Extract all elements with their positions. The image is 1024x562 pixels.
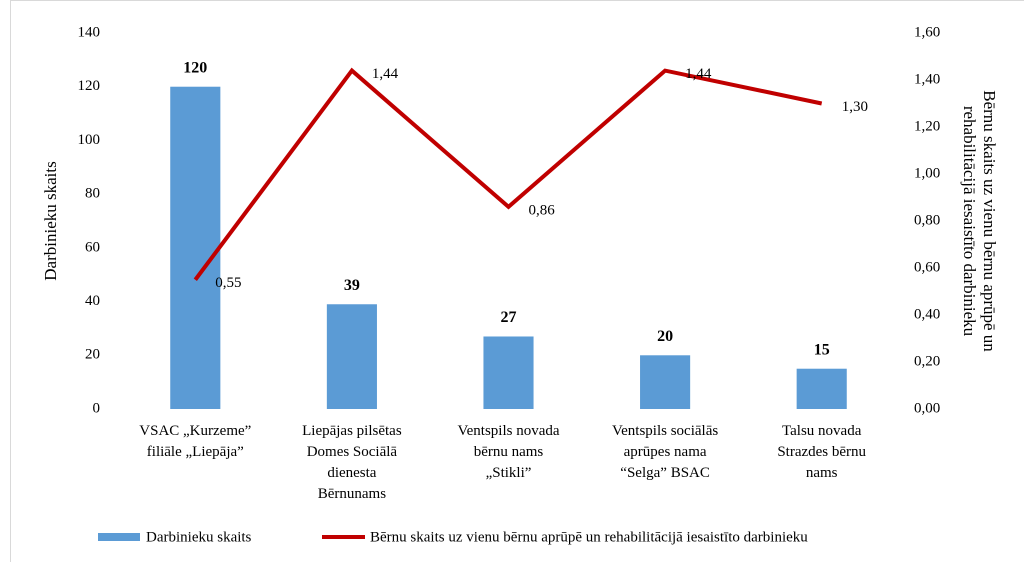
bar bbox=[640, 355, 691, 409]
y2-tick-label: 1,20 bbox=[914, 118, 940, 134]
line bbox=[193, 67, 823, 281]
y2-axis-title-line: rehabilitācijā iesaistīto darbinieku bbox=[960, 106, 979, 337]
y2-tick-label: 0,00 bbox=[914, 400, 940, 416]
y2-axis-title: Bērnu skaits uz vienu bērnu aprūpē unreh… bbox=[960, 90, 999, 352]
legend-label: Bērnu skaits uz vienu bērnu aprūpē un re… bbox=[370, 529, 808, 545]
line-value-label: 1,30 bbox=[842, 99, 868, 115]
y2-tick-label: 0,60 bbox=[914, 259, 940, 275]
chart-frame bbox=[10, 0, 1024, 562]
x-tick-label-line: dienesta bbox=[327, 465, 376, 481]
x-tick-label: VSAC „Kurzeme” filiāle „Liepāja” bbox=[139, 423, 251, 460]
bar-value-label: 20 bbox=[657, 328, 673, 345]
bar bbox=[326, 304, 377, 409]
x-tick-label-line: VSAC „Kurzeme” bbox=[139, 423, 251, 439]
y2-tick-label: 0,20 bbox=[914, 353, 940, 369]
x-tick-label-line: Talsu novada bbox=[782, 423, 862, 439]
x-tick-label: Liepājas pilsētas Domes Sociālā dienesta Bē… bbox=[302, 423, 402, 502]
y-tick-label: 20 bbox=[85, 347, 100, 363]
line-value-label: 1,44 bbox=[685, 66, 712, 82]
y2-tick-label: 0,40 bbox=[914, 306, 940, 322]
x-tick-label-line: “Selga” BSAC bbox=[620, 465, 710, 481]
y2-tick-label: 1,40 bbox=[914, 71, 940, 87]
x-tick-label-line: Bērnunams bbox=[318, 486, 386, 502]
y2-tick-label: 1,60 bbox=[914, 24, 940, 40]
bar bbox=[170, 86, 221, 409]
x-tick-label-line: „Stikli” bbox=[486, 465, 532, 481]
y-tick-label: 140 bbox=[78, 24, 101, 40]
y-tick-label: 120 bbox=[78, 78, 101, 94]
legend-swatch bbox=[98, 533, 140, 541]
x-tick-label-line: Ventspils sociālās bbox=[612, 423, 718, 439]
x-tick-label-line: Ventspils novada bbox=[457, 423, 559, 439]
legend-label: Darbinieku skaits bbox=[146, 529, 252, 545]
x-tick-label-line: Liepājas pilsētas bbox=[302, 423, 402, 439]
x-tick-label-line: filiāle „Liepāja” bbox=[147, 444, 244, 460]
bar-value-label: 15 bbox=[814, 341, 830, 358]
x-tick-label-line: Domes Sociālā bbox=[307, 444, 398, 460]
line-value-label: 1,44 bbox=[372, 66, 399, 82]
y-tick-label: 80 bbox=[85, 186, 100, 202]
x-tick-label: Ventspils novada bērnu nams „Stikli” bbox=[457, 423, 559, 481]
y-tick-label: 40 bbox=[85, 293, 100, 309]
bar-value-label: 27 bbox=[501, 309, 517, 326]
x-tick-label: Ventspils sociālās aprūpes nama “Selga” BS… bbox=[612, 423, 718, 481]
bar-value-label: 39 bbox=[344, 277, 360, 294]
x-tick-label-line: Strazdes bērnu bbox=[777, 444, 866, 460]
y2-tick-label: 0,80 bbox=[914, 212, 940, 228]
x-tick-label-line: aprūpes nama bbox=[624, 444, 707, 460]
bar bbox=[483, 336, 534, 409]
y-tick-label: 60 bbox=[85, 239, 100, 255]
bar-value-label: 120 bbox=[183, 59, 207, 76]
bar bbox=[796, 368, 847, 409]
x-tick-label-line: nams bbox=[806, 465, 838, 481]
y2-tick-label: 1,00 bbox=[914, 165, 940, 181]
y2-axis-title-line: Bērnu skaits uz vienu bērnu aprūpē un bbox=[980, 90, 999, 352]
line-value-label: 0,86 bbox=[529, 202, 556, 218]
x-tick-label-line: bērnu nams bbox=[474, 444, 544, 460]
x-tick-label: Talsu novada Strazdes bērnu nams bbox=[777, 423, 866, 481]
y-tick-label: 100 bbox=[78, 132, 101, 148]
line-value-label: 0,55 bbox=[215, 275, 241, 291]
y-tick-label: 0 bbox=[93, 400, 101, 416]
y-axis-title: Darbinieku skaits bbox=[41, 161, 60, 280]
